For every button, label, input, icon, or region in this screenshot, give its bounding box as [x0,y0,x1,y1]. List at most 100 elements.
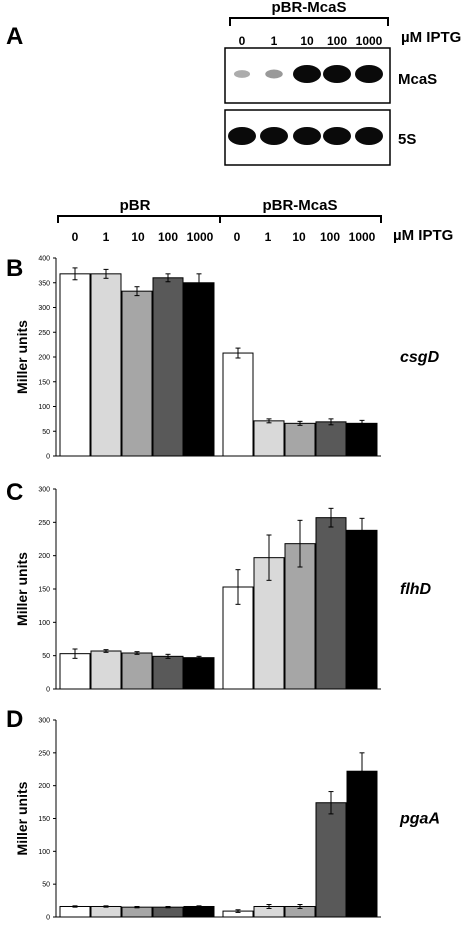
blot-label-mcas: McaS [398,71,437,88]
bar [59,905,91,918]
bar [90,273,122,457]
error-bar [134,905,140,909]
y-tick-label: 200 [38,553,50,560]
y-tick-label: 150 [38,379,50,386]
panel-letter-d: D [6,706,23,733]
bar [346,770,378,918]
error-bar [359,419,365,427]
error-bar [72,267,78,281]
y-tick-label: 150 [38,816,50,823]
bar [315,517,347,690]
blot-mcas [224,47,391,104]
bar [346,422,378,457]
y-axis-label: Miller units [14,320,30,394]
bar [152,906,184,918]
bar [222,352,254,457]
error-bar [297,904,303,909]
dose-label: 1000 [187,230,214,244]
error-bar [165,905,171,909]
bar [253,420,285,457]
y-tick-label: 200 [38,355,50,362]
header-b-dose-labels: 0 1 10 100 1000 0 1 10 100 1000 [72,230,376,244]
dose-label: 1000 [349,230,376,244]
y-tick-label: 0 [46,687,50,694]
error-bar [328,507,334,528]
5s-band [293,127,321,145]
blot-mcas-bands [233,65,383,83]
chart-b-csgd: 0 50 100 150 200 250 300 350 400 Miller units csgD [14,256,440,461]
error-bar [235,569,241,605]
y-tick-label: 300 [38,305,50,312]
bar [121,290,153,457]
error-bar [235,909,241,913]
blot-label-5s: 5S [398,131,416,148]
error-bar [165,653,171,659]
header-b-group-pbr: pBR [120,197,151,214]
chart-c-flhd: 0 50 100 150 200 250 300 Miller units flhD [14,487,432,694]
mcas-band [355,65,383,83]
panel-letter-a: A [6,23,23,50]
y-tick-label: 0 [46,454,50,461]
bar [183,905,215,918]
error-bar [266,418,272,424]
error-bar [359,752,365,791]
y-tick-label: 250 [38,750,50,757]
bar [90,905,122,918]
5s-band [355,127,383,145]
dose-label: 100 [158,230,178,244]
panel-letter-c: C [6,479,23,506]
bar [315,421,347,457]
bar [183,657,215,690]
header-a-group-label: pBR-McaS [271,0,346,16]
y-tick-label: 100 [38,620,50,627]
y-tick-label: 50 [42,882,50,889]
error-bar [134,286,140,297]
error-bar [235,347,241,359]
dose-label: 10 [131,230,145,244]
error-bar [103,905,109,908]
error-bar [72,648,78,659]
gene-label: flhD [400,581,432,598]
mcas-band [293,65,321,83]
5s-band [260,127,288,145]
dose-label: 1 [271,34,278,48]
dose-label: 100 [320,230,340,244]
error-bar [266,904,272,909]
5s-band [323,127,351,145]
bar [121,906,153,918]
y-tick-label: 50 [42,429,50,436]
y-tick-label: 400 [38,256,50,263]
bar [284,543,316,690]
y-tick-label: 300 [38,718,50,725]
y-tick-label: 100 [38,404,50,411]
bar [121,652,153,690]
dose-label: 1 [103,230,110,244]
error-bar [196,905,202,908]
bar [59,273,91,457]
5s-band [228,127,256,145]
dose-label: 100 [327,34,347,48]
header-a-bracket [229,17,389,26]
header-b-bracket-pbr [57,215,221,223]
y-tick-label: 250 [38,330,50,337]
gene-label: pgaA [399,811,440,828]
error-bar [165,273,171,283]
y-tick-label: 300 [38,487,50,494]
dose-label: 1000 [356,34,383,48]
dose-label: 10 [292,230,306,244]
bar [152,655,184,690]
y-tick-label: 150 [38,587,50,594]
y-tick-label: 350 [38,280,50,287]
bar [59,653,91,690]
y-tick-label: 100 [38,849,50,856]
error-bar [72,905,78,908]
header-b-group-pbr-mcas: pBR-McaS [262,197,337,214]
bar [183,282,215,457]
panel-letter-b: B [6,255,23,282]
bar [284,422,316,457]
error-bar [134,651,140,655]
bar [152,277,184,457]
dose-label: 10 [300,34,314,48]
error-bar [266,534,272,581]
